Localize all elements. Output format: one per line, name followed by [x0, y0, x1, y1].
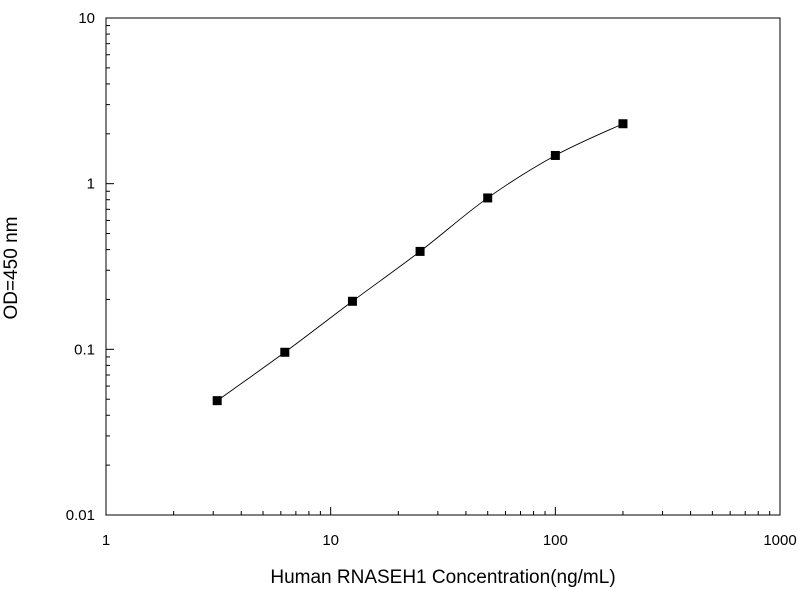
- data-point: [347, 296, 357, 306]
- data-point: [415, 246, 425, 256]
- data-point: [618, 119, 628, 129]
- y-axis-title: OD=450 nm: [1, 217, 22, 320]
- data-points: [212, 119, 628, 406]
- y-tick-label: 10: [78, 10, 95, 27]
- axis-ticks: [105, 17, 781, 516]
- tick-labels: 1 10 100 1000 0.01 0.1 1 10: [66, 10, 797, 549]
- data-point: [212, 396, 222, 406]
- plot-border: [105, 17, 781, 516]
- data-point: [550, 150, 560, 160]
- data-point: [280, 347, 290, 357]
- x-tick-label: 1: [102, 532, 110, 549]
- x-tick-label: 100: [543, 532, 568, 549]
- axes-frame: [105, 17, 781, 516]
- fit-curve-line: [216, 123, 624, 402]
- x-axis-title: Human RNASEH1 Concentration(ng/mL): [270, 567, 615, 588]
- y-tick-label: 0.1: [74, 341, 95, 358]
- x-tick-label: 10: [322, 532, 339, 549]
- data-point: [483, 193, 493, 203]
- x-tick-label: 1000: [763, 532, 796, 549]
- y-tick-label: 1: [87, 176, 95, 193]
- fit-curve: [216, 123, 624, 402]
- y-tick-label: 0.01: [66, 507, 95, 524]
